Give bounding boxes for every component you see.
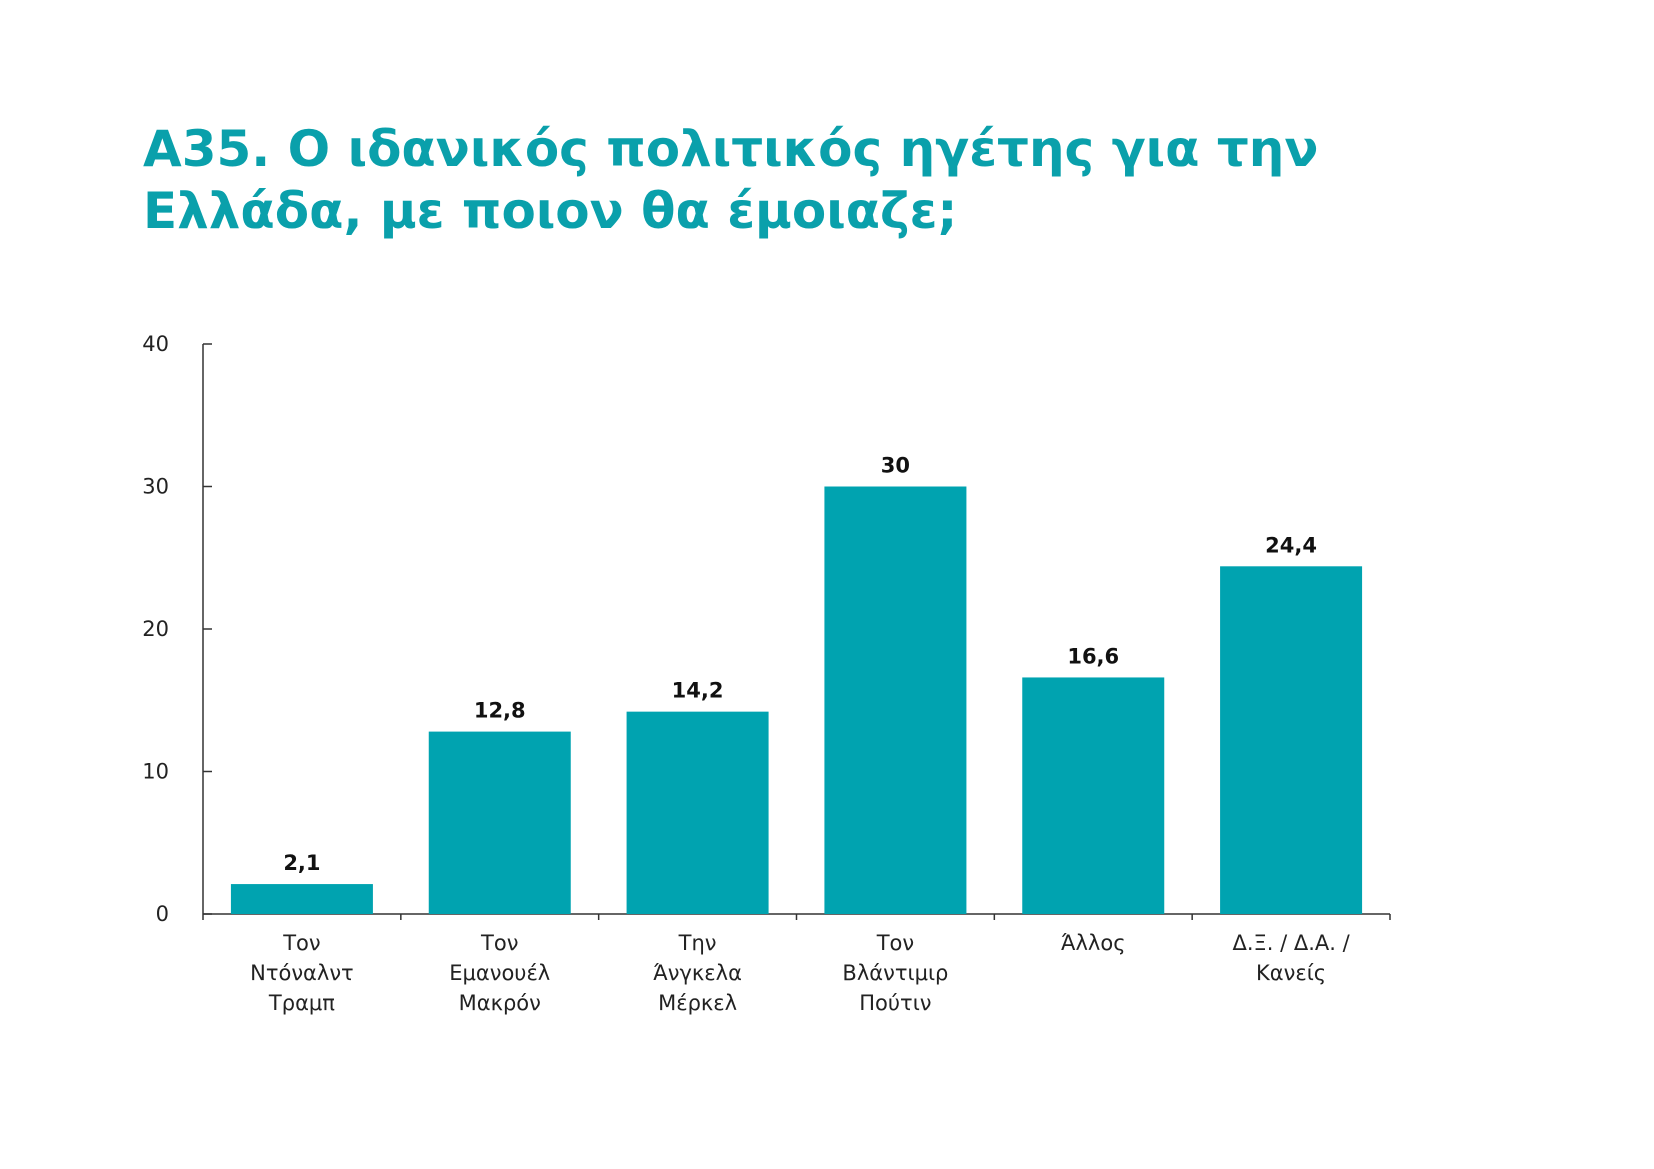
category-label-line: Δ.Ξ. / Δ.Α. / bbox=[1232, 931, 1350, 955]
category-label: Άλλος bbox=[1061, 931, 1126, 955]
value-labels: 2,1 12,8 14,2 30 16,6 24,4 bbox=[283, 454, 1317, 876]
category-label: Τον Βλάντιμιρ Πούτιν bbox=[842, 931, 948, 1015]
category-label-line: Άνγκελα bbox=[653, 961, 742, 985]
bar bbox=[1022, 677, 1165, 914]
y-axis: 0 10 20 30 40 bbox=[142, 332, 212, 926]
chart-title: A35. Ο ιδανικός πολιτικός ηγέτης για την… bbox=[143, 118, 1463, 242]
category-label: Τον Ντόναλντ Τραμπ bbox=[250, 931, 354, 1015]
bar-value-label: 2,1 bbox=[283, 851, 320, 875]
y-tick-label: 10 bbox=[142, 760, 169, 784]
category-label: Τον Εμανουέλ Μακρόν bbox=[449, 931, 550, 1015]
category-label-line: Εμανουέλ bbox=[449, 961, 550, 985]
x-axis bbox=[202, 913, 1391, 920]
category-label-line: Κανείς bbox=[1256, 961, 1326, 985]
bars bbox=[230, 486, 1363, 914]
bar bbox=[1220, 566, 1363, 914]
category-label: Δ.Ξ. / Δ.Α. / Κανείς bbox=[1232, 931, 1350, 985]
category-label-line: Μακρόν bbox=[459, 991, 541, 1015]
category-label-line: Ντόναλντ bbox=[250, 961, 354, 985]
bar-value-label: 14,2 bbox=[672, 679, 724, 703]
category-label-line: Τον bbox=[480, 931, 518, 955]
category-label-line: Τον bbox=[282, 931, 320, 955]
bar bbox=[824, 486, 967, 914]
y-tick-label: 30 bbox=[142, 475, 169, 499]
category-label: Την Άνγκελα Μέρκελ bbox=[653, 931, 742, 1015]
bar bbox=[626, 711, 769, 914]
bar-value-label: 24,4 bbox=[1265, 533, 1317, 557]
bar bbox=[428, 731, 571, 914]
y-tick-label: 20 bbox=[142, 617, 169, 641]
bar-value-label: 12,8 bbox=[474, 699, 526, 723]
category-label-line: Τραμπ bbox=[268, 991, 335, 1015]
category-labels: Τον Ντόναλντ Τραμπ Τον Εμανουέλ Μακρόν Την Άνγκ… bbox=[250, 931, 1350, 1015]
bar-value-label: 30 bbox=[881, 454, 910, 478]
category-label-line: Πούτιν bbox=[859, 991, 931, 1015]
category-label-line: Τον bbox=[876, 931, 914, 955]
bar bbox=[230, 884, 373, 914]
category-label-line: Μέρκελ bbox=[658, 991, 737, 1015]
category-label-line: Άλλος bbox=[1061, 931, 1126, 955]
bar-value-label: 16,6 bbox=[1067, 644, 1119, 668]
category-label-line: Βλάντιμιρ bbox=[842, 961, 948, 985]
chart-title-line-1: A35. Ο ιδανικός πολιτικός ηγέτης για την bbox=[143, 120, 1319, 178]
category-label-line: Την bbox=[678, 931, 717, 955]
y-tick-label: 40 bbox=[142, 332, 169, 356]
y-tick-label: 0 bbox=[156, 902, 169, 926]
chart-title-line-2: Ελλάδα, με ποιον θα έμοιαζε; bbox=[143, 182, 958, 240]
